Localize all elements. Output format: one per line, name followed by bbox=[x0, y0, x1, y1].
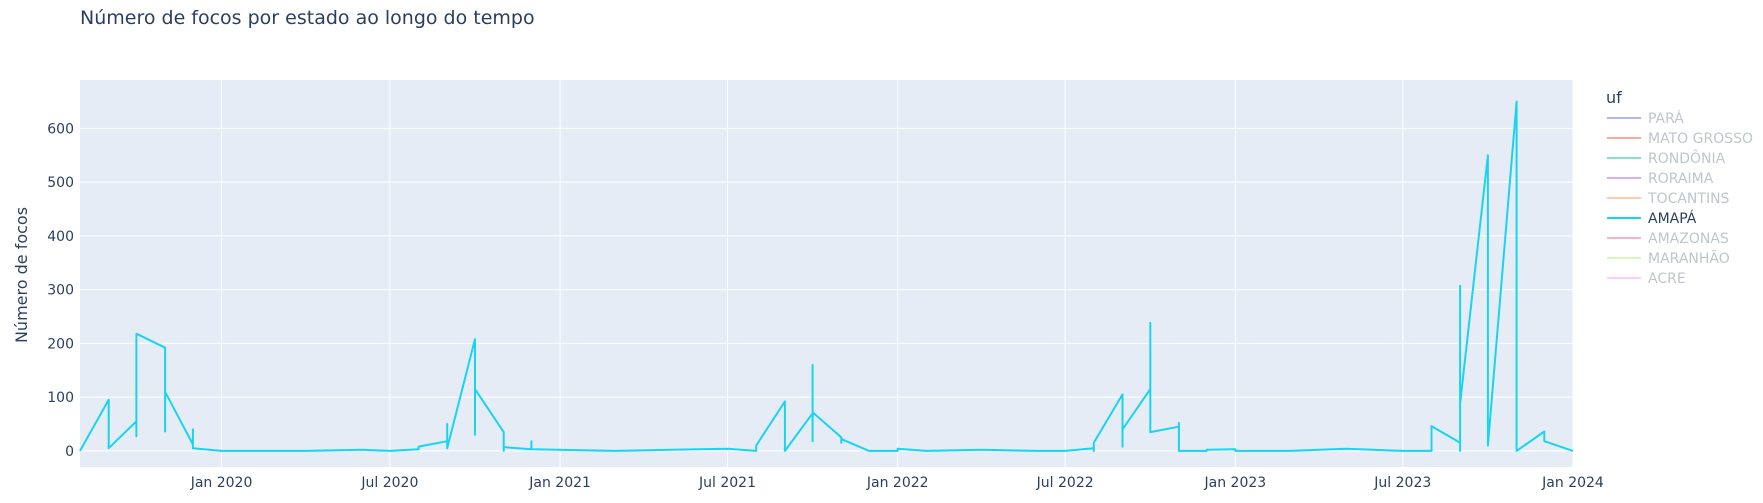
gridlines bbox=[80, 80, 1574, 467]
y-tick-label: 500 bbox=[47, 175, 74, 191]
legend-label: ACRE bbox=[1648, 271, 1686, 287]
y-tick-label: 100 bbox=[47, 390, 74, 406]
x-tick-label: Jan 2022 bbox=[866, 475, 929, 491]
legend-label: AMAPÁ bbox=[1648, 210, 1697, 227]
legend-item[interactable]: TOCANTINS bbox=[1607, 191, 1730, 207]
chart-title: Número de focos por estado ao longo do t… bbox=[80, 7, 535, 29]
legend-item[interactable]: PARÁ bbox=[1607, 110, 1684, 127]
legend-title: uf bbox=[1606, 88, 1622, 107]
y-axis-label: Número de focos bbox=[12, 207, 31, 343]
legend-item[interactable]: ACRE bbox=[1607, 271, 1686, 287]
x-tick-label: Jul 2021 bbox=[698, 475, 756, 491]
legend-label: MARANHÃO bbox=[1648, 250, 1730, 267]
y-tick-label: 0 bbox=[65, 444, 74, 460]
x-tick-label: Jan 2024 bbox=[1541, 475, 1604, 491]
x-tick-label: Jan 2020 bbox=[190, 475, 253, 491]
legend-label: RONDÔNIA bbox=[1648, 149, 1726, 167]
x-tick-label: Jul 2022 bbox=[1036, 475, 1094, 491]
x-tick-label: Jul 2020 bbox=[360, 475, 418, 491]
y-tick-label: 300 bbox=[47, 283, 74, 299]
y-tick-label: 200 bbox=[47, 336, 74, 352]
series-line-amapá bbox=[79, 100, 1574, 452]
legend-item[interactable]: MATO GROSSO bbox=[1607, 131, 1753, 147]
x-tick-label: Jul 2023 bbox=[1373, 475, 1431, 491]
y-tick-label: 600 bbox=[47, 121, 74, 137]
x-tick-label: Jan 2021 bbox=[528, 475, 591, 491]
legend-item[interactable]: AMAPÁ bbox=[1607, 210, 1697, 227]
legend-label: AMAZONAS bbox=[1648, 231, 1729, 247]
legend-label: MATO GROSSO bbox=[1648, 131, 1753, 147]
legend-label: PARÁ bbox=[1648, 110, 1684, 127]
legend: uf PARÁ MATO GROSSO RONDÔNIA RORAIMA TOCANTI… bbox=[1606, 88, 1753, 287]
x-axis: Jan 2020 Jul 2020 Jan 2021 Jul 2021 Jan 2022… bbox=[190, 475, 1604, 491]
y-tick-label: 400 bbox=[47, 229, 74, 245]
legend-label: RORAIMA bbox=[1648, 171, 1714, 187]
y-axis: 0 100 200 300 400 500 600 bbox=[47, 121, 74, 460]
legend-item[interactable]: RORAIMA bbox=[1607, 171, 1714, 187]
legend-item[interactable]: RONDÔNIA bbox=[1607, 149, 1726, 167]
x-tick-label: Jan 2023 bbox=[1204, 475, 1267, 491]
series-layer bbox=[79, 100, 1574, 452]
legend-item[interactable]: AMAZONAS bbox=[1607, 231, 1729, 247]
plot-area bbox=[80, 80, 1573, 467]
legend-label: TOCANTINS bbox=[1647, 191, 1730, 207]
legend-item[interactable]: MARANHÃO bbox=[1607, 250, 1730, 267]
